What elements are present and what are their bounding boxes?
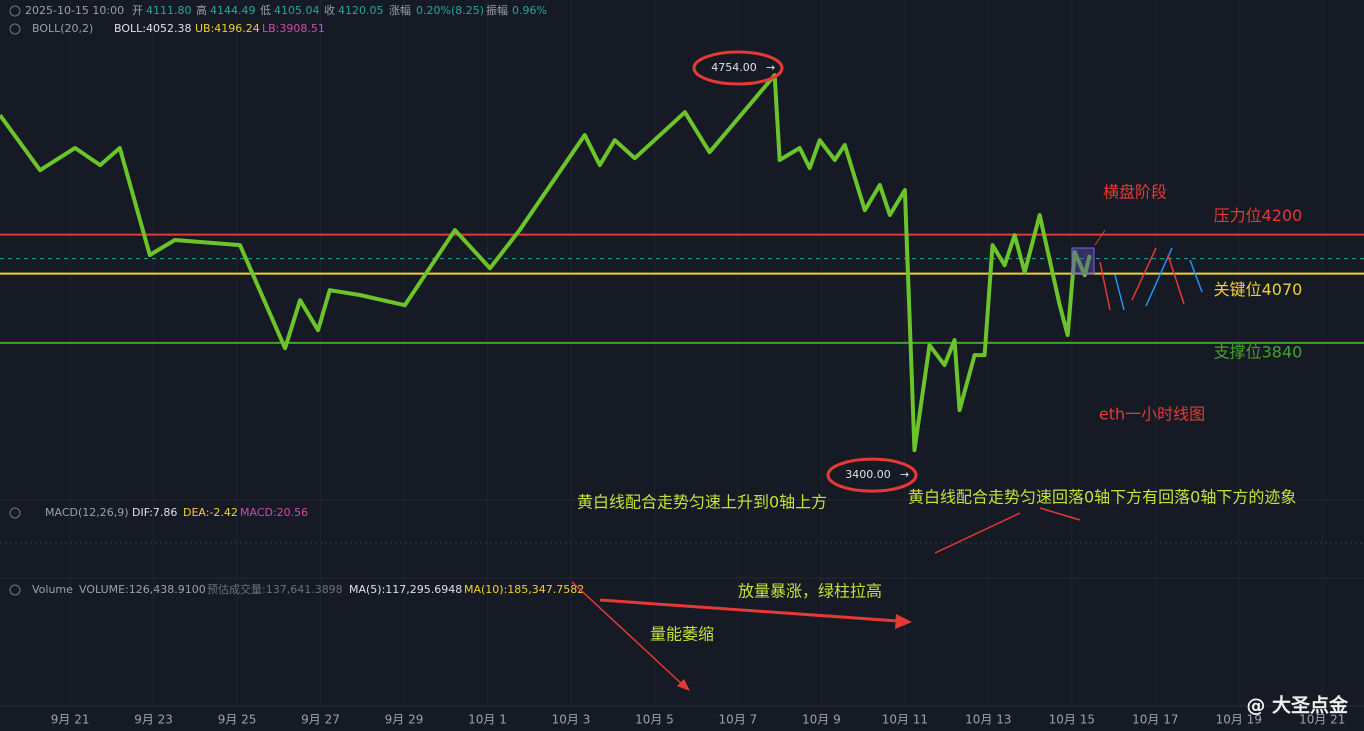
value: UB:4196.24 [195, 22, 260, 35]
projection-line [1114, 274, 1125, 311]
label: 收 [324, 3, 335, 17]
x-tick-label: 10月 15 [1049, 713, 1095, 727]
extreme-arrow: → [900, 468, 909, 481]
indicator-name: BOLL(20,2) [32, 22, 93, 35]
label: 高 [196, 3, 207, 17]
x-tick-label: 10月 9 [802, 713, 841, 727]
annotation: 横盘阶段 [1103, 183, 1167, 202]
value: 0.96% [512, 4, 547, 17]
value: VOLUME:126,438.9100 [79, 583, 206, 596]
projection-line [1099, 261, 1111, 311]
x-tick-label: 10月 3 [552, 713, 591, 727]
icon [9, 23, 21, 35]
x-tick-label: 10月 19 [1216, 713, 1262, 727]
x-tick-label: 10月 5 [635, 713, 674, 727]
x-tick-label: 10月 17 [1132, 713, 1178, 727]
label: 低 [260, 4, 271, 17]
indicator-name: Volume [32, 583, 73, 596]
label: 开 [132, 4, 143, 17]
value: LB:3908.51 [262, 22, 325, 35]
icon [9, 507, 21, 519]
annotation: eth一小时线图 [1099, 405, 1205, 424]
indicator-name: MACD(12,26,9) [45, 506, 129, 519]
annotation: 量能萎缩 [650, 625, 714, 644]
arrow [599, 598, 899, 623]
datetime: 2025-10-15 10:00 [25, 4, 124, 17]
pointer [1094, 229, 1106, 246]
label: 涨幅 [389, 4, 411, 17]
value: 预估成交量:137,641.3898 [207, 582, 343, 596]
value: MA(10):185,347.7582 [464, 583, 584, 596]
projection [1099, 247, 1203, 311]
value: 4144.49 [210, 4, 256, 17]
x-tick-label: 10月 7 [719, 713, 758, 727]
x-tick-label: 9月 21 [51, 713, 90, 727]
value: 4105.04 [274, 4, 320, 17]
projection-line [1145, 247, 1173, 307]
annotation: 黄白线配合走势匀速上升到0轴上方 [577, 493, 827, 512]
trend-line [0, 73, 1092, 453]
extreme-arrow: → [766, 61, 775, 74]
extreme-label: 3400.00 [845, 468, 891, 481]
extreme-marker [826, 457, 918, 493]
watermark: @ 大圣点金 [1246, 694, 1349, 717]
level-label: 支撑位3840 [1214, 342, 1303, 361]
value: 0.20%(8.25) [416, 4, 484, 17]
x-tick-label: 10月 11 [882, 713, 928, 727]
arrow-head [895, 614, 912, 629]
level-label: 关键位4070 [1214, 280, 1303, 299]
box [1071, 247, 1095, 275]
value: MA(5):117,295.6948 [349, 583, 462, 596]
annotation: 放量暴涨，绿柱拉高 [738, 582, 882, 601]
projection-line [1131, 247, 1157, 301]
projection-line [1167, 254, 1185, 305]
value: 4111.80 [146, 4, 192, 17]
arrow [1039, 507, 1081, 521]
value: DIF:7.86 [132, 506, 177, 519]
icon [9, 5, 21, 17]
x-tick-label: 9月 23 [134, 713, 173, 727]
x-tick-label: 9月 25 [218, 713, 257, 727]
x-tick-label: 10月 1 [468, 713, 507, 727]
macd-header: MACD(12,26,9) DIF:7.86 DEA:-2.42 MACD:20… [9, 506, 308, 519]
value: DEA:-2.42 [183, 506, 238, 519]
label: 振幅 [486, 3, 508, 17]
arrow [571, 581, 685, 687]
value: BOLL:4052.38 [114, 22, 191, 35]
arrow-head [677, 679, 690, 691]
icon [9, 584, 21, 596]
header: 2025-10-15 10:00 开 4111.80 高 4144.49 低 4… [9, 3, 547, 17]
value: 4120.05 [338, 4, 384, 17]
x-tick-label: 10月 21 [1299, 713, 1345, 727]
boll-header: BOLL(20,2) BOLL:4052.38 UB:4196.24 LB:39… [9, 22, 325, 35]
x-tick-label: 10月 13 [965, 713, 1011, 727]
x-tick-label: 9月 29 [385, 713, 424, 727]
value: MACD:20.56 [240, 506, 308, 519]
level-label: 压力位4200 [1214, 206, 1303, 225]
x-tick-label: 9月 27 [301, 713, 340, 727]
annotation: 黄白线配合走势匀速回落0轴下方有回落0轴下方的迹象 [908, 488, 1296, 507]
volume-header: Volume VOLUME:126,438.9100 预估成交量:137,641… [9, 582, 584, 596]
extreme-marker [692, 50, 784, 86]
projection-line [1189, 259, 1203, 293]
arrow [934, 512, 1021, 554]
extreme-label: 4754.00 [711, 61, 757, 74]
